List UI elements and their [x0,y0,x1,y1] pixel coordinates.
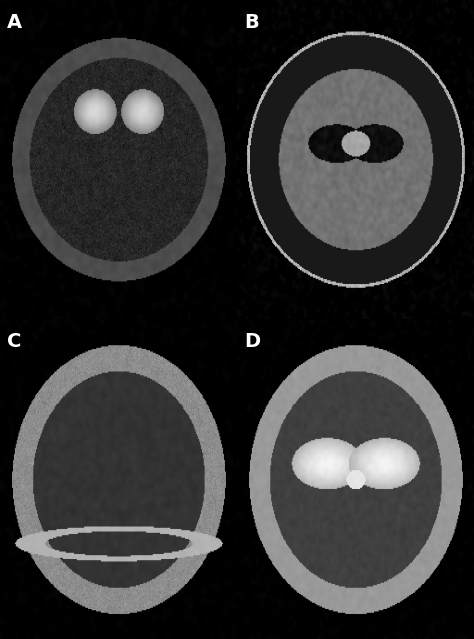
Text: A: A [7,13,22,32]
Text: D: D [244,332,260,351]
Text: C: C [7,332,21,351]
Text: B: B [244,13,259,32]
